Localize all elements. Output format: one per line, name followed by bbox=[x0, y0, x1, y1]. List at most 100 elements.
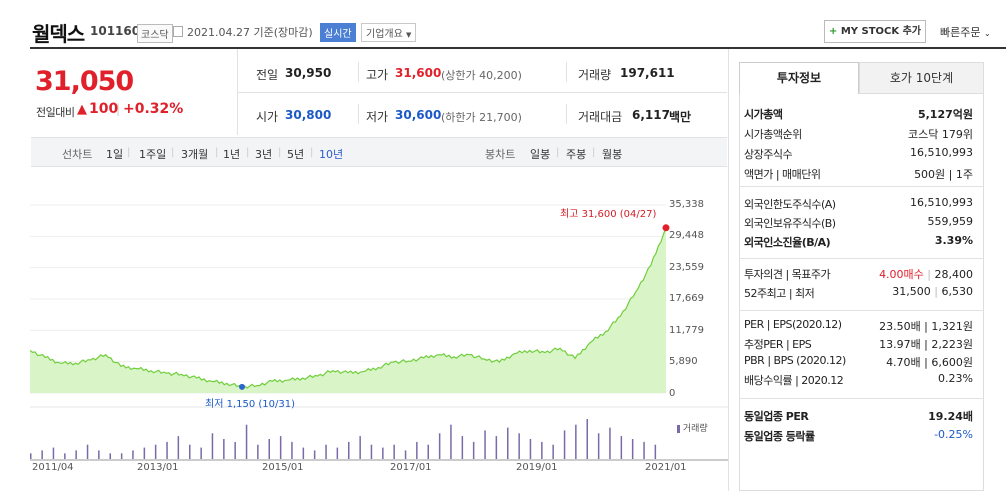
volume-bar bbox=[166, 441, 168, 459]
volume-bar bbox=[143, 447, 146, 459]
period-3m[interactable]: 3개월 bbox=[181, 148, 209, 161]
info-label: PER | EPS(2020.12) bbox=[744, 318, 842, 331]
volume-bar bbox=[86, 444, 89, 459]
volume-bar bbox=[257, 444, 259, 459]
volume-bar bbox=[98, 450, 100, 459]
volume-bar bbox=[30, 453, 32, 459]
low-label: 저가 bbox=[366, 110, 389, 124]
divider: | bbox=[127, 147, 131, 158]
volume-bar bbox=[313, 450, 316, 459]
info-value: -0.25% bbox=[934, 428, 973, 441]
period-1d[interactable]: 1일 bbox=[106, 148, 124, 161]
info-label: 배당수익률 | 2020.12 bbox=[744, 374, 844, 387]
volume-bar bbox=[427, 444, 429, 459]
info-value: 19.24배 bbox=[928, 410, 973, 423]
open-value: 30,800 bbox=[285, 108, 332, 122]
amount-label: 거래대금 bbox=[578, 110, 623, 124]
divider: | bbox=[556, 147, 560, 158]
volume-bar bbox=[348, 441, 350, 459]
candle-daily[interactable]: 일봉 bbox=[530, 148, 551, 161]
company-overview-dropdown[interactable]: 기업개요 ▼ bbox=[361, 23, 417, 42]
info-label: 시가총액 bbox=[744, 108, 783, 121]
divider bbox=[237, 92, 727, 93]
volume-bar bbox=[41, 450, 43, 459]
info-value: 31,500 | 6,530 bbox=[843, 285, 973, 298]
my-stock-label: MY STOCK 추가 bbox=[840, 26, 922, 37]
volume-bar bbox=[52, 447, 55, 459]
divider bbox=[566, 62, 567, 82]
x-tick: 2011/04 bbox=[32, 462, 74, 473]
info-label: 동일업종 PER bbox=[744, 410, 809, 423]
volume-bar bbox=[586, 419, 588, 459]
candle-weekly[interactable]: 주봉 bbox=[566, 148, 587, 161]
period-1w[interactable]: 1주일 bbox=[139, 148, 167, 161]
volume-bar bbox=[64, 453, 66, 459]
amount-unit: 백만 bbox=[669, 110, 692, 124]
info-value: 3.39% bbox=[934, 234, 973, 247]
current-price: 31,050 bbox=[35, 66, 134, 97]
volume-bar bbox=[223, 439, 225, 459]
divider bbox=[739, 186, 984, 187]
high-annotation: 최고 31,600 (04/27) bbox=[560, 209, 657, 220]
period-5y[interactable]: 5년 bbox=[287, 148, 305, 161]
divider: | bbox=[215, 147, 219, 158]
info-label: 52주최고 | 최저 bbox=[744, 287, 815, 300]
info-value: 559,959 bbox=[927, 215, 974, 228]
volume-bar bbox=[495, 436, 498, 459]
period-3y[interactable]: 3년 bbox=[255, 148, 273, 161]
divider bbox=[358, 62, 359, 82]
info-value-b: 6,530 bbox=[941, 285, 974, 298]
info-label: 상장주식수 bbox=[744, 148, 793, 161]
x-tick: 2019/01 bbox=[516, 462, 558, 473]
period-1y[interactable]: 1년 bbox=[223, 148, 241, 161]
info-value: 16,510,993 bbox=[910, 196, 973, 209]
divider bbox=[739, 310, 984, 311]
info-value-b: 28,400 bbox=[934, 268, 974, 281]
volume-bar bbox=[279, 436, 282, 459]
volume-bar bbox=[404, 450, 407, 459]
volume-bar bbox=[609, 427, 611, 459]
low-point bbox=[239, 383, 245, 390]
low-value: 30,600 bbox=[395, 108, 442, 122]
volume-bar bbox=[234, 441, 236, 459]
x-tick: 2021/01 bbox=[645, 462, 687, 473]
stock-code: 101160 bbox=[90, 24, 141, 38]
volume-bar bbox=[597, 433, 600, 459]
info-value: 500원 | 1주 bbox=[914, 168, 973, 181]
quick-order-label: 빠른주문 bbox=[940, 26, 981, 39]
x-tick: 2017/01 bbox=[390, 462, 432, 473]
y-tick: 35,338 bbox=[669, 199, 704, 210]
info-value: 16,510,993 bbox=[910, 146, 973, 159]
tab-investment-info[interactable]: 투자정보 bbox=[739, 62, 859, 94]
period-10y[interactable]: 10년 bbox=[319, 148, 344, 161]
info-value-a: 4.00매수 bbox=[879, 268, 924, 281]
info-label: 투자의견 | 목표주가 bbox=[744, 268, 831, 281]
my-stock-add-button[interactable]: + MY STOCK 추가 bbox=[824, 20, 926, 43]
candle-chart-label: 봉차트 bbox=[485, 148, 516, 161]
high-value: 31,600 bbox=[395, 66, 442, 80]
volume-bar bbox=[154, 444, 157, 459]
volume-bar bbox=[416, 441, 418, 459]
info-value: 4.00매수 | 28,400 bbox=[843, 266, 973, 282]
divider: | bbox=[592, 147, 596, 158]
volume-legend-swatch bbox=[677, 424, 680, 433]
realtime-badge[interactable]: 실시간 bbox=[320, 23, 356, 42]
upper-limit: (상한가 40,200) bbox=[441, 69, 522, 82]
divider: | bbox=[923, 268, 935, 281]
y-tick: 11,779 bbox=[669, 325, 704, 336]
x-tick: 2015/01 bbox=[262, 462, 304, 473]
volume-legend-label: 거래량 bbox=[682, 424, 708, 434]
info-label: 시가총액순위 bbox=[744, 128, 802, 141]
quick-order-dropdown[interactable]: 빠른주문 ⌄ bbox=[940, 24, 991, 40]
divider bbox=[739, 398, 984, 399]
volume-bar bbox=[438, 433, 441, 459]
tab-orderbook-10[interactable]: 호가 10단계 bbox=[859, 62, 984, 94]
candle-monthly[interactable]: 월봉 bbox=[602, 148, 623, 161]
info-value: 13.97배 | 2,223원 bbox=[879, 338, 973, 351]
plus-icon: + bbox=[828, 26, 838, 37]
info-label: 추정PER | EPS bbox=[744, 338, 812, 351]
volume-bar bbox=[291, 441, 293, 459]
divider: | bbox=[278, 147, 282, 158]
volume-bar bbox=[177, 436, 180, 459]
price-chart[interactable] bbox=[30, 195, 728, 480]
